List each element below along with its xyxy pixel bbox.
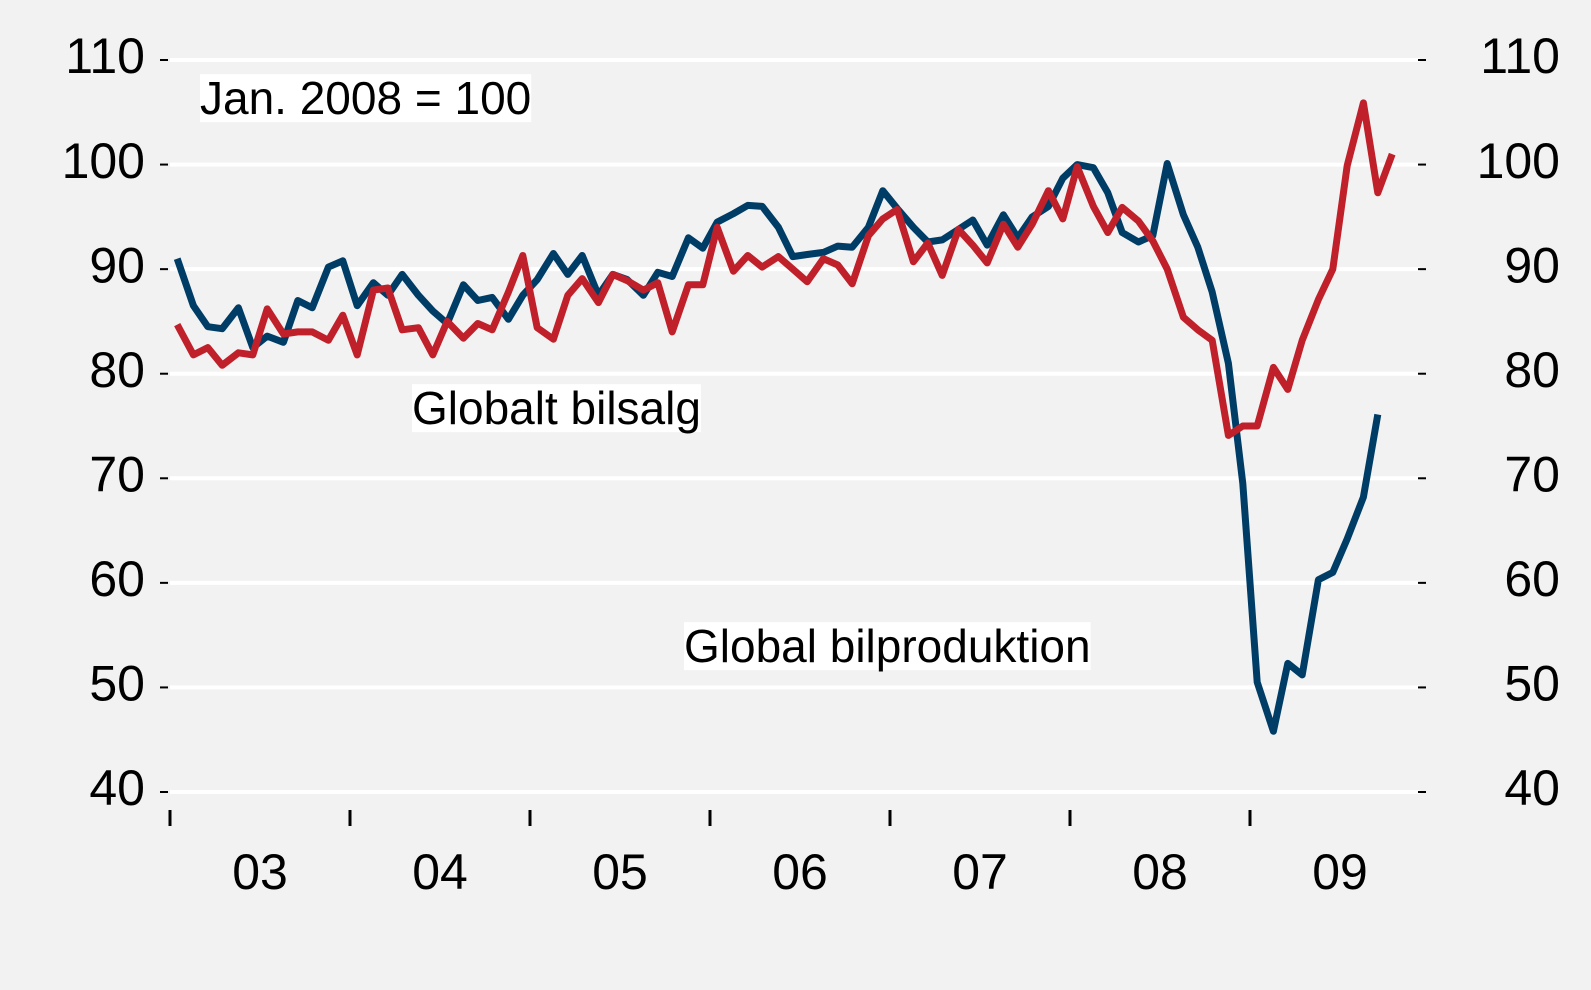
y2-tick-label: 90 (1504, 237, 1560, 293)
annotation-background (200, 74, 532, 123)
y-tick-label: 90 (89, 237, 145, 293)
lines (173, 99, 1396, 735)
y-tick-label: 40 (89, 760, 145, 816)
y2-tick-label: 100 (1477, 133, 1560, 189)
y2-tick-label: 60 (1504, 551, 1560, 607)
x-tick-label: 06 (772, 844, 828, 900)
annotation: Global bilproduktion (684, 620, 1091, 672)
annotation: Jan. 2008 = 100 (200, 72, 531, 124)
y2-tick-label: 50 (1504, 656, 1560, 712)
annotation: Globalt bilsalg (412, 382, 701, 434)
annotation-background (412, 384, 701, 433)
annotation-background (684, 622, 1091, 671)
y-tick-label: 70 (89, 446, 145, 502)
y-tick-label: 60 (89, 551, 145, 607)
y2-tick-label: 110 (1480, 28, 1560, 84)
y-tick-label: 100 (62, 133, 145, 189)
y-tick-label: 80 (89, 342, 145, 398)
x-tick-label: 05 (592, 844, 648, 900)
x-tick-label: 03 (232, 844, 288, 900)
x-tick-label: 04 (412, 844, 468, 900)
y2-tick-label: 40 (1504, 760, 1560, 816)
y-tick-label: 50 (89, 656, 145, 712)
x-tick-label: 09 (1312, 844, 1368, 900)
labels: 40 50 60 70 80 90 100 110 40 50 60 70 80 90 100 110 03 04… (62, 28, 1560, 900)
y2-tick-label: 70 (1504, 446, 1560, 502)
x-tick-label: 07 (952, 844, 1008, 900)
y2-tick-label: 80 (1504, 342, 1560, 398)
y-tick-label: 110 (65, 28, 145, 84)
x-tick-label: 08 (1132, 844, 1188, 900)
series-line (174, 99, 1396, 439)
